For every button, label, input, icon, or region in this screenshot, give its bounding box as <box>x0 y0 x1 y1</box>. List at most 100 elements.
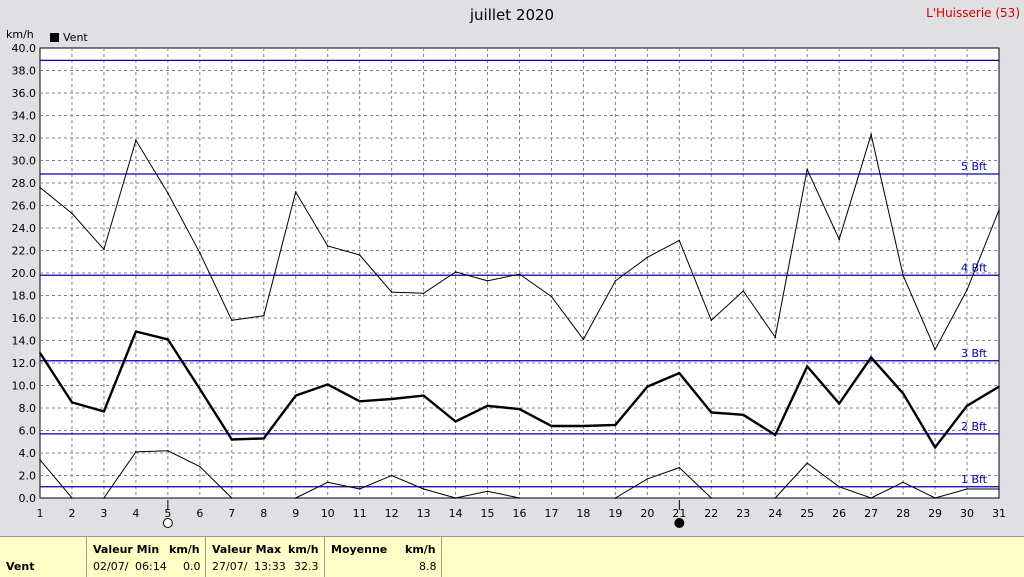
x-tick-label: 2 <box>68 507 75 520</box>
data-point-maximum <box>998 209 1000 211</box>
data-point-minimum <box>710 497 713 499</box>
data-point-moyenne <box>358 400 361 403</box>
avg-value: 8.8 <box>419 560 437 573</box>
data-point-moyenne <box>806 365 808 368</box>
data-point-maximum <box>358 254 361 256</box>
data-point-maximum <box>550 295 553 298</box>
x-tick-label: 7 <box>228 507 235 520</box>
wind-chart: 0.0 2.0 4.0 6.0 8.0 10.0 12.0 14.0 16.0 18.0 20.0 2… <box>12 42 1006 528</box>
data-point-moyenne <box>774 434 777 436</box>
x-tick-label: 1 <box>37 507 44 520</box>
y-tick-label: 34.0 <box>12 110 37 123</box>
x-tick-label: 16 <box>513 507 527 520</box>
x-tick-label: 28 <box>896 507 910 520</box>
y-tick-label: 26.0 <box>12 200 37 213</box>
x-tick-label: 26 <box>832 507 846 520</box>
legend-label: Vent <box>63 31 88 44</box>
data-point-moyenne <box>742 413 745 416</box>
data-point-maximum <box>838 238 840 241</box>
data-point-minimum <box>199 465 201 468</box>
data-point-moyenne <box>614 424 617 426</box>
data-point-moyenne <box>486 404 489 407</box>
data-point-minimum <box>806 462 808 464</box>
data-point-minimum <box>966 488 968 490</box>
data-point-moyenne <box>934 446 936 449</box>
data-point-moyenne <box>294 394 297 397</box>
data-point-moyenne <box>550 425 553 427</box>
data-point-maximum <box>71 212 73 215</box>
x-tick-label: 22 <box>704 507 718 520</box>
y-tick-label: 10.0 <box>12 380 37 393</box>
x-tick-label: 3 <box>100 507 107 520</box>
data-point-maximum <box>678 239 681 242</box>
x-tick-label: 30 <box>960 507 974 520</box>
x-tick-label: 29 <box>928 507 942 520</box>
data-point-moyenne <box>646 385 649 388</box>
avg-unit: km/h <box>405 543 436 556</box>
y-tick-label: 8.0 <box>19 402 37 415</box>
data-point-moyenne <box>103 410 105 413</box>
data-point-minimum <box>870 497 872 499</box>
y-tick-label: 16.0 <box>12 312 37 325</box>
data-point-maximum <box>934 348 936 351</box>
legend: Vent <box>50 31 88 44</box>
data-point-minimum <box>103 497 105 499</box>
data-point-maximum <box>870 133 872 136</box>
x-tick-label: 6 <box>196 507 203 520</box>
data-point-maximum <box>103 248 105 251</box>
data-point-moyenne <box>902 392 904 395</box>
series-line-minimum <box>774 462 999 499</box>
x-tick-label: 14 <box>449 507 463 520</box>
moon-full-icon <box>162 518 173 528</box>
x-tick-label: 20 <box>640 507 654 520</box>
x-tick-label: 9 <box>292 507 299 520</box>
data-point-maximum <box>262 314 265 317</box>
data-point-minimum <box>454 497 457 499</box>
data-point-maximum <box>806 168 808 171</box>
data-point-moyenne <box>390 398 393 400</box>
stats-row-label-cell: Vent <box>0 537 87 577</box>
data-point-moyenne <box>231 438 233 441</box>
x-tick-label: 10 <box>321 507 335 520</box>
data-point-moyenne <box>422 394 425 397</box>
legend-swatch <box>50 33 59 42</box>
x-tick-label: 5 <box>164 507 171 520</box>
data-point-maximum <box>167 192 169 194</box>
stats-min-cell: Valeur Min km/h 02/07/ 06:14 0.0 <box>87 537 206 577</box>
y-tick-label: 12.0 <box>12 357 37 370</box>
beaufort-label: 4 Bft <box>961 261 988 274</box>
x-tick-label: 21 <box>672 507 686 520</box>
data-point-minimum <box>294 497 297 499</box>
data-point-maximum <box>231 319 233 322</box>
x-tick-label: 13 <box>417 507 431 520</box>
x-tick-label: 4 <box>132 507 139 520</box>
min-date: 02/07/ <box>93 560 129 573</box>
data-point-maximum <box>774 336 777 338</box>
min-value: 0.0 <box>183 560 201 573</box>
data-point-minimum <box>678 466 681 469</box>
data-point-maximum <box>710 319 713 322</box>
data-point-minimum <box>71 497 73 499</box>
y-tick-label: 40.0 <box>12 42 37 55</box>
data-point-maximum <box>326 245 329 247</box>
data-point-moyenne <box>582 425 585 427</box>
data-point-moyenne <box>71 401 73 404</box>
data-point-moyenne <box>39 352 41 354</box>
data-point-minimum <box>167 449 169 452</box>
data-point-maximum <box>135 139 137 142</box>
x-tick-label: 11 <box>353 507 367 520</box>
data-point-maximum <box>39 186 41 189</box>
max-value: 32.3 <box>294 560 319 573</box>
data-point-minimum <box>934 497 936 499</box>
y-tick-label: 2.0 <box>19 470 37 483</box>
data-point-moyenne <box>998 385 1000 388</box>
data-point-moyenne <box>870 356 872 359</box>
data-point-minimum <box>39 458 41 461</box>
data-point-minimum <box>326 481 329 484</box>
x-tick-label: 8 <box>260 507 267 520</box>
x-tick-label: 27 <box>864 507 878 520</box>
data-point-maximum <box>199 251 201 254</box>
data-point-minimum <box>774 497 777 499</box>
y-tick-label: 38.0 <box>12 65 37 78</box>
stats-footer: Vent Valeur Min km/h 02/07/ 06:14 0.0 Va… <box>0 536 1024 577</box>
